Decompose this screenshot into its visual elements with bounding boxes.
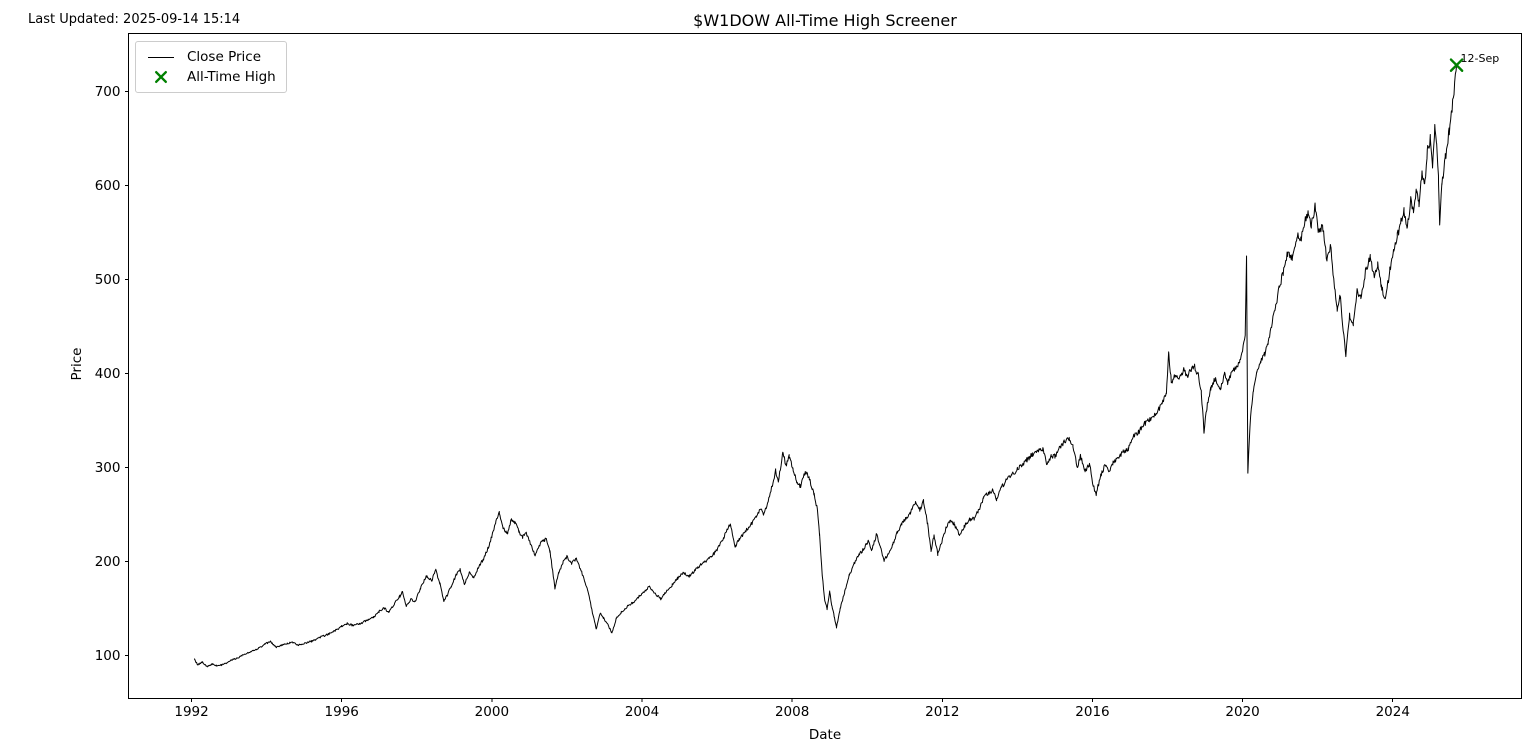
legend-item-close-price: Close Price: [143, 47, 276, 67]
chart-title: $W1DOW All-Time High Screener: [693, 11, 957, 30]
y-tick-label: 300: [95, 460, 121, 476]
close-price-line-swatch: [143, 56, 179, 58]
y-tick-label: 700: [95, 84, 121, 100]
y-tick-label: 600: [95, 178, 121, 194]
x-tick-label: 2008: [775, 704, 809, 720]
all-time-high-marker-icon: [143, 70, 179, 84]
legend-item-all-time-high: All-Time High: [143, 67, 276, 87]
close-price-line: [194, 64, 1458, 668]
axes-frame: [128, 33, 1522, 699]
all-time-high-marker: [1449, 58, 1464, 72]
x-tick-label: 2000: [475, 704, 509, 720]
last-updated-text: Last Updated: 2025-09-14 15:14: [28, 12, 241, 27]
y-tick-label: 400: [95, 366, 121, 382]
x-tick-label: 2012: [925, 704, 959, 720]
x-tick-label: 2016: [1075, 704, 1109, 720]
x-tick-label: 2004: [625, 704, 659, 720]
x-tick-label: 1996: [325, 704, 359, 720]
x-tick-label: 2020: [1225, 704, 1259, 720]
legend-label-close-price: Close Price: [187, 49, 261, 65]
y-tick-label: 500: [95, 272, 121, 288]
x-axis-label: Date: [808, 727, 842, 743]
chart-legend: Close Price All-Time High: [135, 41, 287, 93]
y-tick-label: 200: [95, 554, 121, 570]
y-axis-label: Price: [69, 347, 85, 381]
ath-annotation: 12-Sep: [1461, 52, 1500, 65]
x-tick-label: 2024: [1376, 704, 1410, 720]
x-tick-label: 1992: [174, 704, 208, 720]
legend-label-all-time-high: All-Time High: [187, 69, 276, 85]
y-tick-label: 100: [95, 648, 121, 664]
